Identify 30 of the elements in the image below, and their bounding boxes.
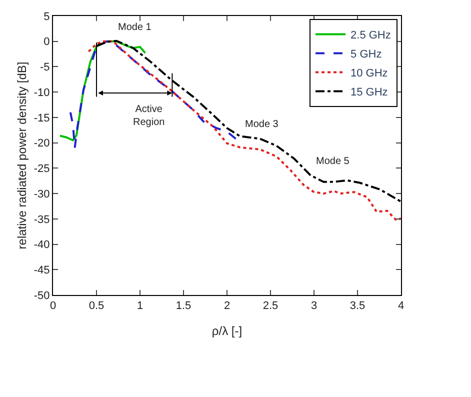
annotation: Mode 3: [245, 119, 279, 130]
x-tick-label: 3: [310, 300, 318, 312]
legend-label: 10 GHz: [350, 68, 388, 80]
y-tick-label: -5: [40, 62, 50, 74]
y-tick-label: -10: [34, 86, 50, 99]
x-tick-label: 3.5: [350, 300, 366, 312]
x-tick-label: 4: [398, 300, 404, 312]
x-tick-label: 2: [224, 300, 230, 312]
y-tick-label: -20: [34, 138, 50, 150]
legend-label: 5 GHz: [350, 48, 382, 61]
annotation: Mode 5: [316, 156, 350, 167]
y-axis-title: relative radiated power density [dB]: [15, 62, 30, 250]
y-tick-label: -45: [34, 264, 50, 276]
legend-label: 2.5 GHz: [350, 30, 391, 42]
y-tick-label: -40: [34, 239, 50, 252]
x-tick-label: 1: [136, 300, 144, 312]
x-tick-label: 1.5: [176, 300, 192, 312]
y-tick-label: -30: [34, 188, 50, 200]
annotation: Active Region: [133, 104, 165, 128]
y-tick-label: -35: [34, 214, 50, 226]
y-tick-label: -15: [34, 112, 50, 124]
y-tick-label: 0: [44, 36, 50, 48]
y-tick-label: -25: [34, 163, 50, 176]
annotation: Mode 1: [118, 22, 152, 33]
x-tick-label: 2.5: [262, 300, 278, 312]
x-tick-label: 0.5: [88, 300, 104, 312]
y-tick-label: -50: [34, 290, 50, 302]
y-tick-label: 5: [44, 10, 50, 23]
legend-label: 15 GHz: [350, 86, 388, 99]
x-axis-title: ρ/λ [-]: [212, 324, 242, 338]
